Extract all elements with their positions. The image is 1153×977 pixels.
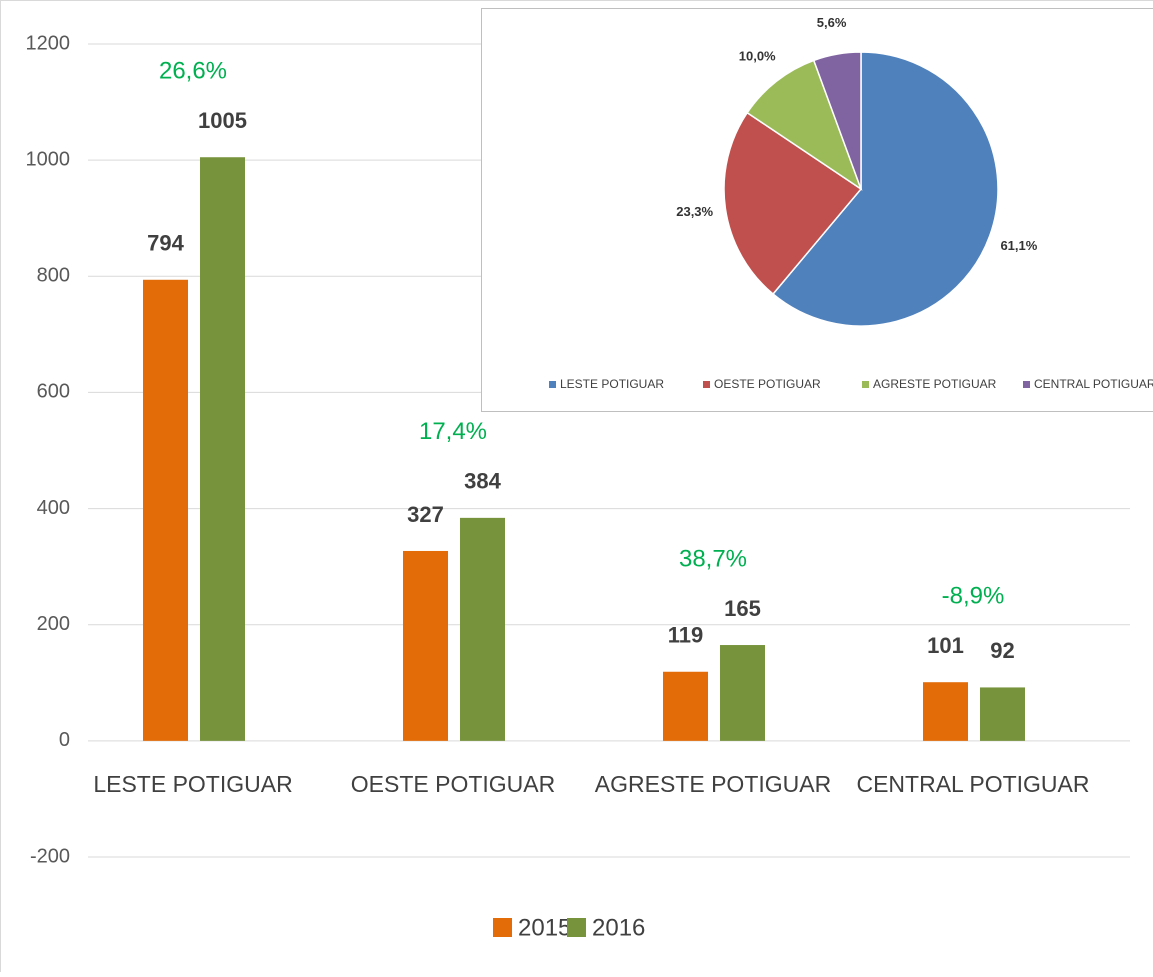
- annotation: -8,9%: [942, 583, 1005, 610]
- legend-label: OESTE POTIGUAR: [714, 377, 821, 391]
- bar: [980, 687, 1025, 740]
- legend-label: 2016: [592, 914, 645, 941]
- data-label: 101: [927, 633, 964, 658]
- y-tick-label: 200: [37, 613, 70, 635]
- legend-swatch: [1023, 381, 1030, 388]
- y-tick-label: 400: [37, 497, 70, 519]
- legend-label: AGRESTE POTIGUAR: [873, 377, 997, 391]
- bar: [923, 682, 968, 741]
- legend-swatch: [549, 381, 556, 388]
- bar: [720, 645, 765, 741]
- data-label: 384: [464, 469, 501, 494]
- y-tick-label: 1200: [26, 32, 71, 54]
- bar: [663, 672, 708, 741]
- y-tick-label: 600: [37, 381, 70, 403]
- legend-swatch: [862, 381, 869, 388]
- x-tick-label: OESTE POTIGUAR: [351, 771, 555, 797]
- annotation: 38,7%: [679, 545, 747, 572]
- data-label: 794: [147, 231, 184, 256]
- pie-label: 5,6%: [817, 15, 847, 30]
- pie-label: 61,1%: [1000, 238, 1037, 253]
- data-label: 165: [724, 596, 761, 621]
- pie-label: 23,3%: [676, 204, 713, 219]
- legend-swatch: [703, 381, 710, 388]
- bar: [403, 551, 448, 741]
- legend-label: LESTE POTIGUAR: [560, 377, 664, 391]
- annotation: 17,4%: [419, 418, 487, 445]
- legend-swatch: [493, 918, 512, 937]
- y-tick-label: 800: [37, 265, 70, 287]
- data-label: 92: [990, 638, 1014, 663]
- pie-inset: 61,1% 23,3% 10,0% 5,6% LESTE POTIGUAR OESTE P…: [482, 9, 1153, 412]
- y-tick-label: 0: [59, 729, 70, 751]
- bar: [200, 157, 245, 741]
- y-tick-label: -200: [30, 845, 70, 867]
- y-tick-label: 1000: [26, 148, 71, 170]
- x-tick-label: AGRESTE POTIGUAR: [595, 771, 831, 797]
- annotation: 26,6%: [159, 58, 227, 85]
- x-tick-label: LESTE POTIGUAR: [93, 771, 292, 797]
- legend-label: 2015: [518, 914, 571, 941]
- data-label: 119: [668, 623, 704, 648]
- bar: [460, 518, 505, 741]
- data-label: 327: [407, 502, 444, 527]
- bar: [143, 280, 188, 741]
- legend-swatch: [567, 918, 586, 937]
- pie-label: 10,0%: [739, 48, 776, 63]
- legend-label: CENTRAL POTIGUAR: [1034, 377, 1153, 391]
- x-tick-label: CENTRAL POTIGUAR: [856, 771, 1089, 797]
- data-label: 1005: [198, 108, 247, 133]
